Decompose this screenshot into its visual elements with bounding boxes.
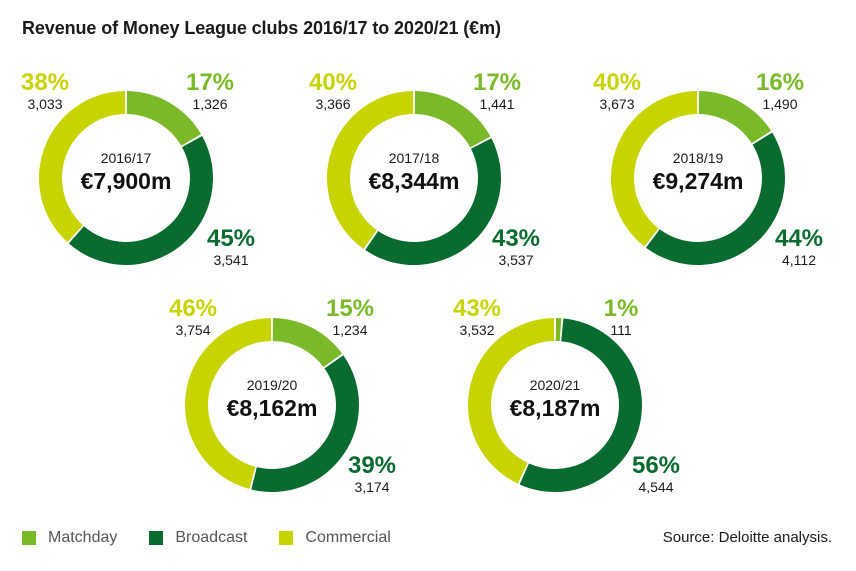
slice-value: 1,326 [192,96,228,112]
slice-commercial [184,318,272,489]
donut-year-label: 2020/21 [529,377,581,393]
slice-matchday [555,318,562,342]
slice-value: 3,537 [498,252,534,268]
slice-broadcast [251,355,359,492]
legend-label: Matchday [48,529,118,546]
slice-label-broadcast: 44% 4,112 [764,225,834,269]
slice-pct: 16% [755,69,805,96]
donut-year-label: 2016/17 [100,150,152,166]
legend-item-matchday: Matchday [22,529,117,547]
slice-value: 111 [610,322,632,338]
slice-matchday [126,91,202,146]
slice-broadcast [68,135,213,265]
slice-pct: 40% [592,69,642,96]
slice-label-commercial: 46% 3,754 [158,295,228,339]
slice-label-broadcast: 43% 3,537 [481,225,551,269]
slice-value: 3,366 [315,96,351,112]
slice-label-commercial: 43% 3,532 [442,295,512,339]
slice-pct: 1% [603,295,639,322]
donut-2017-18: 2017/18 €8,344m [324,88,504,268]
slice-matchday [414,91,491,148]
donut-total-label: €7,900m [80,168,172,194]
donut-year-label: 2019/20 [246,377,298,393]
donut-total-label: €8,187m [509,395,601,421]
slice-value: 3,673 [599,96,635,112]
slice-label-broadcast: 45% 3,541 [196,225,266,269]
slice-value: 3,754 [175,322,211,338]
slice-pct: 44% [774,225,824,252]
slice-pct: 39% [347,452,397,479]
slice-label-matchday: 17% 1,441 [462,69,532,113]
slice-label-commercial: 40% 3,673 [582,69,652,113]
slice-matchday [698,91,772,144]
donut-total-label: €8,344m [368,168,460,194]
slice-label-broadcast: 39% 3,174 [337,452,407,496]
slice-label-matchday: 17% 1,326 [175,69,245,113]
slice-value: 1,441 [479,96,515,112]
legend-swatch [149,531,164,545]
legend-swatch [22,531,36,545]
slice-broadcast [365,138,501,265]
slice-pct: 17% [185,69,235,96]
slice-broadcast [645,132,785,266]
slice-label-matchday: 15% 1,234 [315,295,385,339]
slice-pct: 17% [472,69,522,96]
chart-title: Revenue of Money League clubs 2016/17 to… [22,18,501,38]
slice-label-commercial: 40% 3,366 [298,69,368,113]
slice-pct: 45% [206,225,256,252]
donut-total-label: €8,162m [226,395,318,421]
donut-2020-21: 2020/21 €8,187m [465,315,645,495]
slice-value: 3,174 [354,479,390,495]
slice-pct: 38% [20,69,70,96]
slice-pct: 40% [308,69,358,96]
slice-commercial [38,91,126,243]
donut-total-label: €9,274m [652,168,744,194]
donut-svg [327,91,501,265]
donut-year-label: 2018/19 [672,150,724,166]
donut-year-label: 2017/18 [388,150,440,166]
slice-broadcast [519,318,642,492]
legend-label: Commercial [305,529,391,546]
donut-svg [611,91,785,266]
legend-item-commercial: Commercial [279,529,391,547]
donut-svg [38,91,213,265]
legend-swatch [279,531,294,545]
donut-2018-19: 2018/19 €9,274m [608,88,788,268]
slice-pct: 46% [168,295,218,322]
donut-svg [467,318,642,492]
donut-svg [184,318,359,492]
donut-2019-20: 2019/20 €8,162m [182,315,362,495]
slice-pct: 43% [491,225,541,252]
legend-item-broadcast: Broadcast [149,529,247,547]
slice-commercial [327,91,414,249]
donut-2016-17: 2016/17 €7,900m [36,88,216,268]
slice-pct: 15% [325,295,375,322]
slice-label-commercial: 38% 3,033 [10,69,80,113]
slice-pct: 56% [631,452,681,479]
slice-value: 4,112 [782,252,816,268]
slice-value: 1,490 [762,96,798,112]
slice-value: 3,033 [27,96,63,112]
slice-value: 4,544 [638,479,674,495]
slice-matchday [272,318,343,368]
slice-pct: 43% [452,295,502,322]
slice-value: 1,234 [332,322,368,338]
slice-commercial [611,91,698,247]
legend: Matchday Broadcast Commercial [22,529,423,547]
source-note: Source: Deloitte analysis. [662,529,832,546]
slice-label-matchday: 16% 1,490 [745,69,815,113]
slice-value: 3,541 [213,252,249,268]
slice-commercial [467,318,555,484]
slice-label-broadcast: 56% 4,544 [621,452,691,496]
slice-value: 3,532 [459,322,495,338]
slice-label-matchday: 1% 111 [586,295,656,339]
legend-label: Broadcast [175,529,248,546]
